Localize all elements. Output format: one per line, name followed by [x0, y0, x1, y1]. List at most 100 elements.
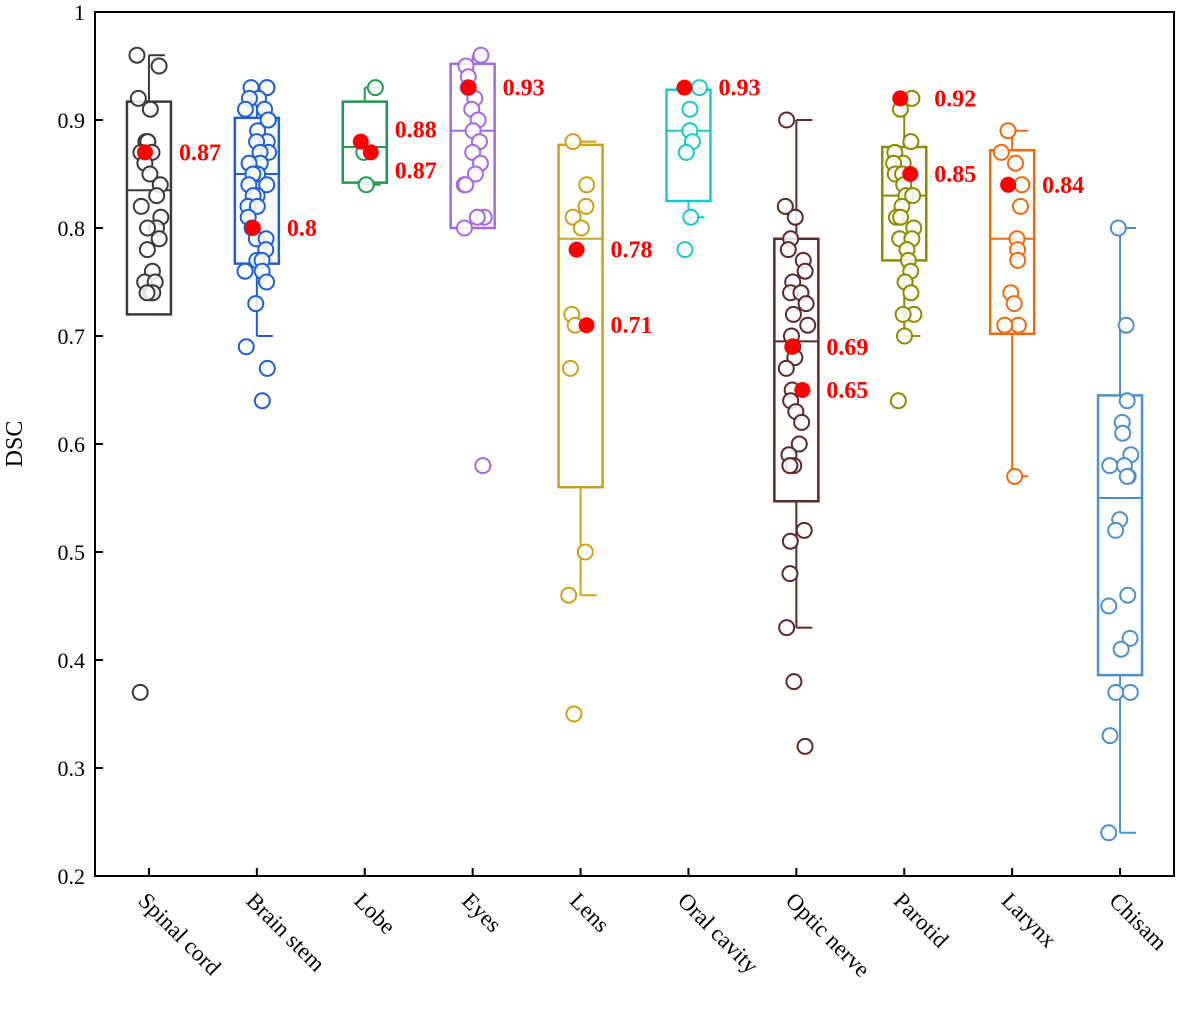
data-point: [474, 457, 492, 475]
data-point: [561, 359, 579, 377]
x-tick-label: Optic nerve: [781, 888, 875, 982]
data-point: [258, 176, 276, 194]
series-layer: 0.870.80.880.870.930.780.710.930.690.650…: [125, 46, 1144, 842]
data-point: [357, 176, 375, 194]
data-point: [565, 705, 583, 723]
data-point: [259, 111, 277, 129]
y-tick-label: 0.9: [58, 108, 86, 133]
data-point: [236, 262, 254, 280]
data-point: [1005, 295, 1023, 313]
series-optic-nerve: 0.69 0.65: [773, 111, 868, 755]
data-point: [781, 565, 799, 583]
data-point: [466, 165, 484, 183]
y-axis-title: DSC: [2, 421, 28, 468]
data-point: [790, 435, 808, 453]
highlight-point: [460, 79, 477, 96]
data-point: [150, 57, 168, 75]
highlight-point: [1000, 176, 1017, 193]
data-point: [796, 262, 814, 280]
y-tick-label: 0.8: [58, 216, 86, 241]
data-point: [781, 457, 799, 475]
data-point: [799, 316, 817, 334]
highlight-label: 0.78: [611, 238, 653, 264]
highlight-label: 0.69: [826, 335, 868, 361]
data-point: [1011, 197, 1029, 215]
data-point: [468, 208, 486, 226]
x-tick-label: Parotid: [889, 888, 954, 953]
data-point: [781, 532, 799, 550]
iqr-box: [988, 148, 1036, 336]
highlight-label: 0.87: [395, 158, 437, 184]
data-point: [577, 197, 595, 215]
data-point: [1006, 467, 1024, 485]
data-point: [236, 100, 254, 118]
highlight-label: 0.8: [287, 216, 317, 242]
data-point: [682, 208, 700, 226]
data-point: [1009, 251, 1027, 269]
y-tick-label: 0.6: [58, 432, 86, 457]
data-point: [141, 100, 159, 118]
series-chisam: [1096, 219, 1144, 842]
highlight-point: [244, 220, 261, 236]
y-tick-label: 0.2: [58, 864, 86, 889]
data-point: [1101, 457, 1119, 475]
data-point: [681, 100, 699, 118]
data-point: [1107, 683, 1125, 701]
data-point: [1100, 597, 1118, 615]
data-point: [776, 197, 794, 215]
data-point: [793, 413, 811, 431]
y-tick-label: 0.4: [58, 648, 86, 673]
highlight-point: [352, 133, 369, 150]
data-point: [904, 187, 922, 205]
data-point: [1007, 154, 1025, 172]
data-point: [1121, 683, 1139, 701]
highlight-label: 0.93: [718, 76, 760, 102]
x-tick-label: Lens: [565, 888, 614, 937]
y-tick-label: 0.3: [58, 756, 86, 781]
series-lens: 0.78 0.71: [557, 133, 653, 723]
data-point: [785, 673, 803, 691]
highlight-point: [136, 144, 153, 161]
data-point: [996, 316, 1014, 334]
data-point: [455, 219, 473, 237]
data-point: [1100, 824, 1118, 842]
data-point: [138, 284, 156, 302]
data-point: [992, 143, 1010, 161]
data-point: [1119, 586, 1137, 604]
iqr-box: [1096, 394, 1144, 677]
highlight-label: 0.71: [611, 313, 653, 339]
data-point: [572, 219, 590, 237]
data-point: [129, 89, 147, 107]
data-point: [138, 241, 156, 259]
series-parotid: 0.92 0.85: [881, 86, 976, 410]
data-point: [1013, 176, 1031, 194]
data-point: [895, 327, 913, 345]
y-tick-label: 1: [74, 0, 85, 25]
x-tick-label: Oral cavity: [673, 888, 764, 979]
x-tick-label: Chisam: [1105, 888, 1172, 955]
data-point: [786, 208, 804, 226]
data-point: [457, 176, 475, 194]
x-tick-label: Eyes: [457, 888, 506, 937]
data-point: [902, 284, 920, 302]
data-point: [150, 230, 168, 248]
highlight-point: [362, 144, 379, 161]
data-point: [132, 197, 150, 215]
series-lobe: 0.88 0.87: [341, 79, 437, 194]
data-point: [676, 241, 694, 259]
highlight-label: 0.88: [395, 118, 437, 144]
data-point: [366, 79, 384, 97]
data-point: [1118, 467, 1136, 485]
data-point: [892, 208, 910, 226]
data-point: [999, 122, 1017, 140]
data-point: [141, 165, 159, 183]
data-point: [248, 197, 266, 215]
data-point: [258, 359, 276, 377]
series-larynx: 0.84: [988, 122, 1084, 485]
series-brain-stem: 0.8: [233, 79, 317, 410]
data-point: [795, 521, 813, 539]
data-point: [1101, 727, 1119, 745]
highlight-label: 0.93: [503, 76, 545, 102]
series-spinal-cord: 0.87: [125, 46, 221, 701]
